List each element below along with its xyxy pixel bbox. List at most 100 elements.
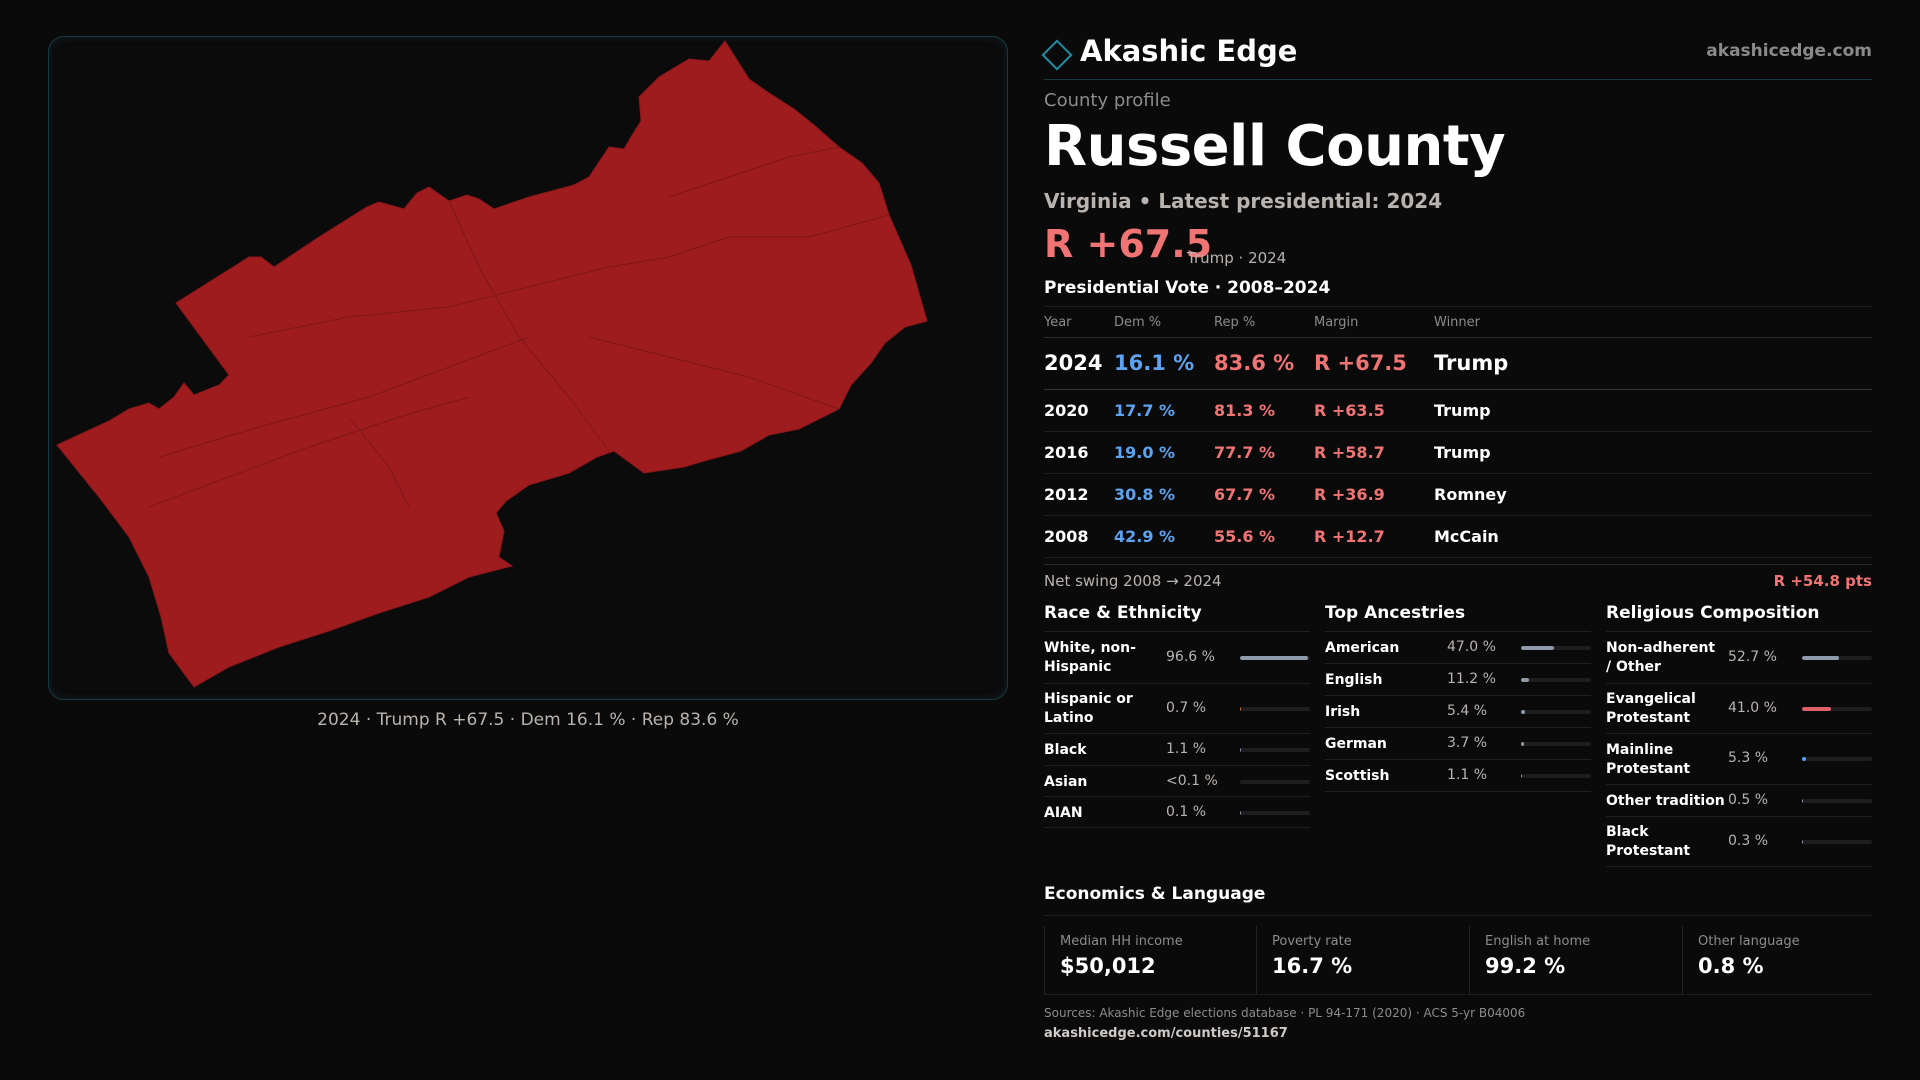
list-item: Black Protestant 0.3 %: [1606, 817, 1872, 867]
county-title: Russell County: [1044, 114, 1506, 179]
brand-name: Akashic Edge: [1080, 34, 1298, 68]
row-margin: R +12.7: [1314, 527, 1385, 546]
profile-eyebrow: County profile: [1044, 90, 1171, 111]
county-shape[interactable]: [56, 40, 928, 688]
row-year: 2016: [1044, 443, 1089, 462]
ancestry-label: Scottish: [1325, 768, 1390, 784]
ancestry-bar: [1521, 774, 1591, 778]
headline-margin: R +67.5: [1044, 222, 1213, 266]
religion-value: 0.3 %: [1728, 833, 1769, 849]
row-winner: Trump: [1434, 351, 1509, 375]
net-swing-value: R +54.8 pts: [1773, 572, 1872, 590]
race-label: White, non-Hispanic: [1044, 640, 1136, 675]
religion-bar: [1802, 656, 1872, 660]
row-rep: 77.7 %: [1214, 443, 1276, 462]
ancestry-value: 1.1 %: [1447, 767, 1488, 783]
header-margin: Margin: [1314, 315, 1359, 330]
diamond-logo-icon: [1041, 39, 1073, 71]
race-section-title: Race & Ethnicity: [1044, 600, 1310, 632]
header-rep: Rep %: [1214, 315, 1256, 330]
row-rep: 81.3 %: [1214, 401, 1276, 420]
race-value: 0.1 %: [1166, 804, 1207, 820]
list-item: AIAN 0.1 %: [1044, 797, 1310, 828]
bar-fill: [1240, 707, 1242, 711]
religion-section-title: Religious Composition: [1606, 600, 1872, 632]
sources-note: Sources: Akashic Edge elections database…: [1044, 1006, 1526, 1020]
ancestry-value: 5.4 %: [1447, 703, 1488, 719]
list-item: Asian <0.1 %: [1044, 766, 1310, 797]
list-item: Evangelical Protestant 41.0 %: [1606, 684, 1872, 734]
row-rep: 83.6 %: [1214, 351, 1295, 375]
table-row: 2020 17.7 % 81.3 % R +63.5 Trump: [1044, 390, 1872, 432]
row-dem: 16.1 %: [1114, 351, 1195, 375]
table-row: 2016 19.0 % 77.7 % R +58.7 Trump: [1044, 432, 1872, 474]
stat-card-other-language: Other language 0.8 %: [1682, 926, 1894, 994]
race-value: 0.7 %: [1166, 700, 1207, 716]
race-bar: [1240, 780, 1310, 784]
brand-url-link[interactable]: akashicedge.com: [1706, 41, 1872, 61]
bar-fill: [1521, 646, 1554, 650]
economics-section-title: Economics & Language: [1044, 884, 1872, 916]
row-year: 2024: [1044, 351, 1103, 375]
vote-table-header: Year Dem % Rep % Margin Winner: [1044, 306, 1872, 338]
ancestry-bar: [1521, 646, 1591, 650]
row-margin: R +63.5: [1314, 401, 1385, 420]
stat-value: 0.8 %: [1698, 954, 1764, 978]
bar-fill: [1521, 710, 1525, 714]
row-winner: Trump: [1434, 401, 1491, 420]
vote-section-title: Presidential Vote · 2008–2024: [1044, 278, 1331, 298]
row-dem: 30.8 %: [1114, 485, 1176, 504]
race-value: 1.1 %: [1166, 741, 1207, 757]
bar-fill: [1802, 799, 1804, 803]
religion-label: Non-adherent / Other: [1606, 640, 1716, 675]
headline-margin-note: Trump · 2024: [1187, 249, 1287, 267]
stat-card-poverty: Poverty rate 16.7 %: [1256, 926, 1468, 994]
list-item: English 11.2 %: [1325, 664, 1591, 696]
race-bar: [1240, 656, 1310, 660]
ancestry-label: Irish: [1325, 704, 1361, 720]
list-item: Other tradition 0.5 %: [1606, 785, 1872, 817]
county-map-panel[interactable]: [48, 36, 1008, 700]
ancestries-section: Top Ancestries American 47.0 % English 1…: [1325, 600, 1591, 792]
row-winner: Romney: [1434, 485, 1507, 504]
religion-bar: [1802, 757, 1872, 761]
religion-value: 5.3 %: [1728, 750, 1769, 766]
bar-fill: [1802, 840, 1804, 844]
religion-bar: [1802, 840, 1872, 844]
race-bar: [1240, 811, 1310, 815]
list-item: Irish 5.4 %: [1325, 696, 1591, 728]
profile-panel: Akashic Edge akashicedge.com County prof…: [1041, 0, 1872, 1080]
religion-bar: [1802, 707, 1872, 711]
stat-value: 99.2 %: [1485, 954, 1566, 978]
religion-value: 52.7 %: [1728, 649, 1777, 665]
stat-value: 16.7 %: [1272, 954, 1353, 978]
bar-fill: [1521, 774, 1523, 778]
net-swing-row: Net swing 2008 → 2024 R +54.8 pts: [1044, 564, 1872, 594]
race-label: AIAN: [1044, 805, 1083, 821]
row-winner: Trump: [1434, 443, 1491, 462]
list-item: Black 1.1 %: [1044, 734, 1310, 766]
county-permalink[interactable]: akashicedge.com/counties/51167: [1044, 1026, 1288, 1041]
bar-fill: [1521, 678, 1529, 682]
county-map[interactable]: [49, 37, 1008, 700]
race-value: 96.6 %: [1166, 649, 1215, 665]
row-winner: McCain: [1434, 527, 1499, 546]
net-swing-label: Net swing 2008 → 2024: [1044, 572, 1222, 590]
bar-fill: [1521, 742, 1524, 746]
ancestry-bar: [1521, 742, 1591, 746]
header-year: Year: [1044, 315, 1072, 330]
ancestry-bar: [1521, 710, 1591, 714]
religion-value: 41.0 %: [1728, 700, 1777, 716]
ancestry-value: 11.2 %: [1447, 671, 1496, 687]
religion-bar: [1802, 799, 1872, 803]
row-rep: 55.6 %: [1214, 527, 1276, 546]
list-item: White, non-Hispanic 96.6 %: [1044, 632, 1310, 684]
race-ethnicity-section: Race & Ethnicity White, non-Hispanic 96.…: [1044, 600, 1310, 828]
row-dem: 19.0 %: [1114, 443, 1176, 462]
bar-fill: [1240, 656, 1308, 660]
row-rep: 67.7 %: [1214, 485, 1276, 504]
stat-label: English at home: [1485, 934, 1591, 949]
race-value: <0.1 %: [1166, 773, 1218, 789]
religion-label: Mainline Protestant: [1606, 742, 1691, 777]
list-item: German 3.7 %: [1325, 728, 1591, 760]
